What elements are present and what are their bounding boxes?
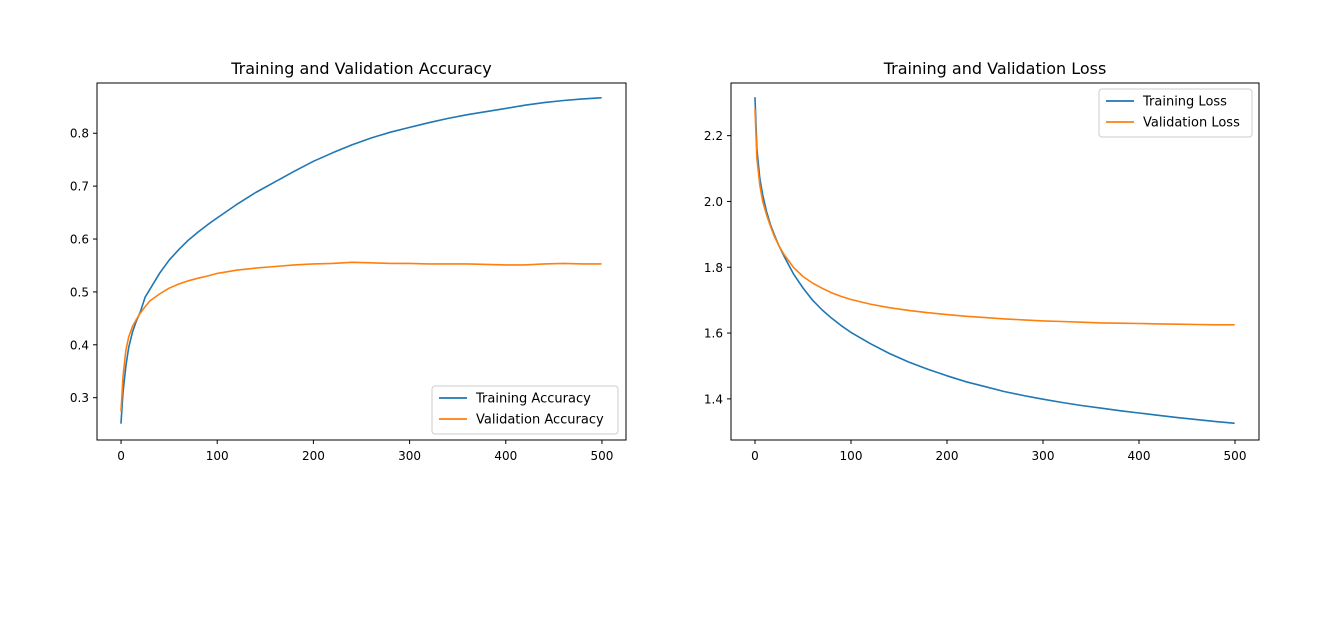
x-tick-label: 200 [302,449,325,463]
series-line-validation-accuracy [120,261,602,412]
x-tick-label: 300 [398,449,421,463]
x-tick-label: 100 [206,449,229,463]
y-tick-label: 0.7 [70,180,89,194]
y-tick-label: 0.6 [70,233,89,247]
x-tick-label: 0 [117,449,125,463]
legend-label-validation-loss: Validation Loss [1143,116,1240,131]
x-tick-label: 100 [840,449,863,463]
chart-panel-1: Training and Validation Accuracy 0 100 200 3… [70,59,627,463]
legend: Training Loss Validation Loss [1098,88,1253,138]
legend-box [431,385,619,435]
legend: Training Accuracy Validation Accuracy [431,385,619,435]
chart-title: Training and Validation Loss [883,59,1107,78]
y-tick-label: 0.5 [70,285,89,299]
y-tick-label: 0.4 [70,338,89,352]
x-tick-label: 400 [494,449,517,463]
legend-box [1098,88,1253,138]
series-line-training-accuracy [120,97,602,424]
y-tick-label: 1.8 [704,261,723,275]
plot-area-frame [96,82,627,441]
y-tick-label: 0.8 [70,127,89,141]
y-tick-label: 1.6 [704,327,723,341]
x-tick-label: 0 [751,449,759,463]
x-tick-label: 400 [1128,449,1151,463]
chart-panel-2: Training and Validation Loss 0 100 200 300 40… [704,59,1260,463]
series-line-validation-loss [754,108,1235,326]
x-tick-label: 200 [936,449,959,463]
chart-title: Training and Validation Accuracy [230,59,492,78]
legend-label-training-accuracy: Training Accuracy [475,392,591,407]
x-tick-label: 500 [1224,449,1247,463]
legend-label-training-loss: Training Loss [1142,95,1227,110]
y-tick-label: 2.2 [704,129,723,143]
series-line-training-loss [754,97,1235,425]
plot-area-frame [730,82,1260,441]
x-tick-label: 300 [1032,449,1055,463]
y-tick-label: 2.0 [704,195,723,209]
y-tick-label: 1.4 [704,392,723,406]
y-tick-label: 0.3 [70,391,89,405]
legend-label-validation-accuracy: Validation Accuracy [476,413,604,428]
x-tick-label: 500 [591,449,614,463]
